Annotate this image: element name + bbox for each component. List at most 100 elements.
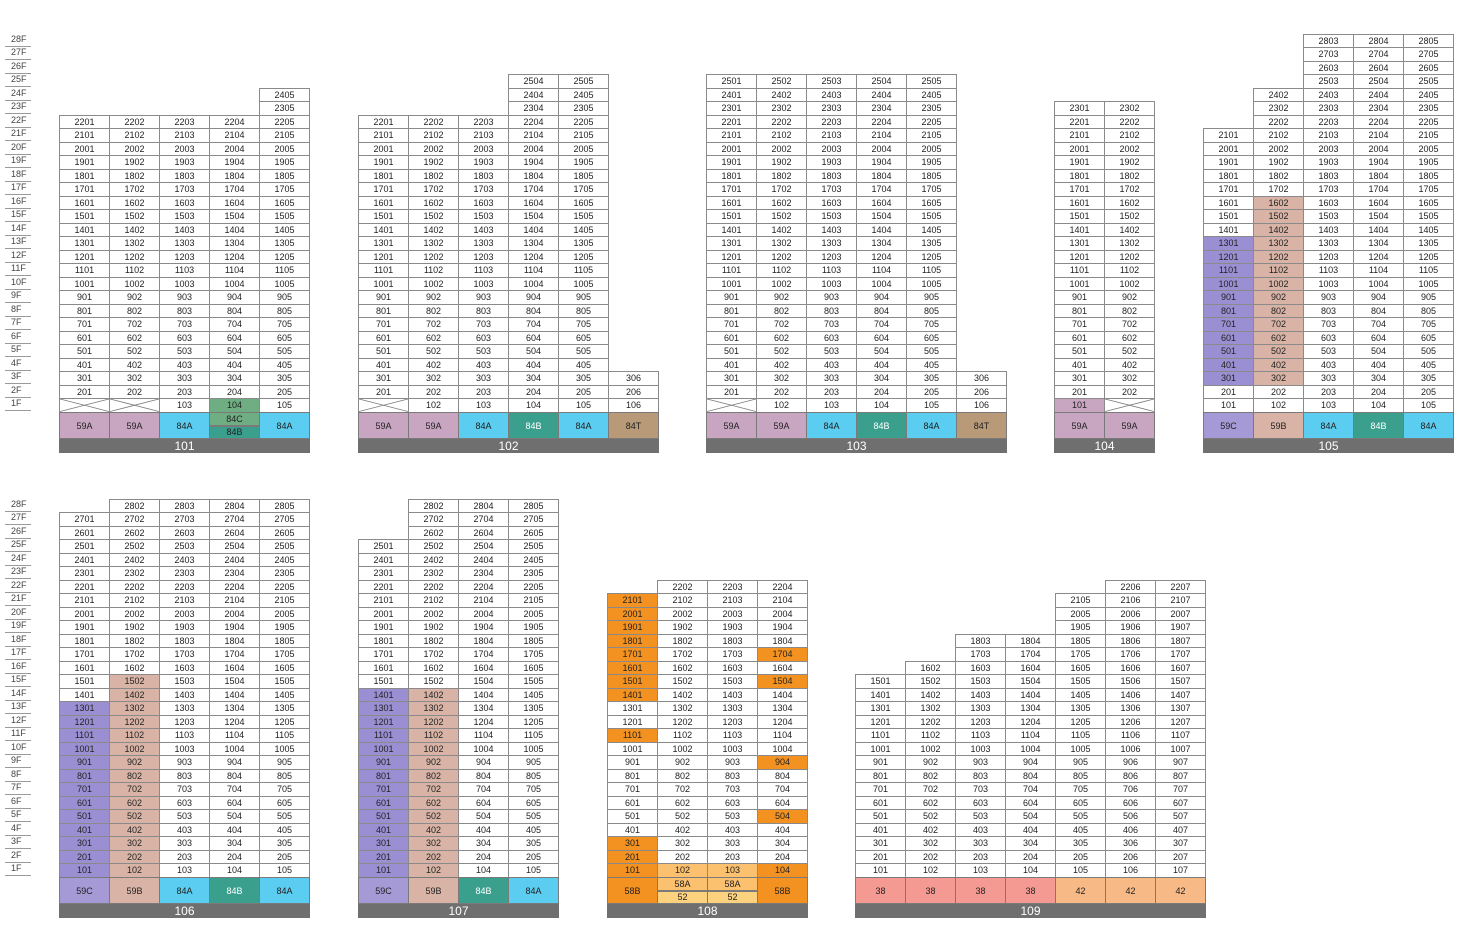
unit-cell[interactable]: 1201 [358, 714, 409, 729]
unit-cell[interactable]: 1401 [358, 222, 409, 237]
unit-cell[interactable]: 2504 [458, 539, 509, 554]
unit-cell[interactable]: 202 [657, 849, 708, 864]
unit-cell[interactable]: 905 [259, 755, 310, 770]
unit-cell[interactable]: 805 [906, 303, 957, 318]
unit-cell[interactable]: 106 [956, 398, 1007, 413]
unit-cell[interactable]: 705 [1055, 782, 1106, 797]
unit-cell[interactable]: 405 [259, 822, 310, 837]
unit-cell[interactable]: 1303 [955, 701, 1006, 716]
unit-cell[interactable]: 2405 [259, 87, 310, 102]
unit-cell[interactable]: 704 [856, 317, 907, 332]
unit-cell[interactable]: 1005 [906, 276, 957, 291]
unit-cell[interactable]: 1904 [458, 620, 509, 635]
unit-cell[interactable]: 401 [358, 822, 409, 837]
unit-cell[interactable]: 1904 [209, 155, 260, 170]
unit-cell[interactable]: 502 [905, 809, 956, 824]
unit-cell[interactable]: 1102 [1104, 263, 1155, 278]
unit-cell[interactable]: 402 [408, 357, 459, 372]
unit-cell[interactable]: 1001 [59, 741, 110, 756]
unit-cell[interactable]: 1301 [59, 236, 110, 251]
unit-cell[interactable]: 1502 [657, 674, 708, 689]
unit-cell[interactable]: 2704 [458, 512, 509, 527]
unit-cell[interactable]: 1302 [1253, 236, 1304, 251]
unit-cell[interactable]: 205 [558, 384, 609, 399]
unit-cell[interactable]: 2201 [358, 114, 409, 129]
unit-cell[interactable]: 1003 [159, 276, 210, 291]
unit-cell[interactable]: 1202 [109, 249, 160, 264]
unit-cell[interactable]: 502 [109, 809, 160, 824]
unit-cell[interactable]: 1301 [1054, 236, 1105, 251]
unit-cell[interactable]: 1204 [209, 714, 260, 729]
unit-cell[interactable]: 2203 [806, 114, 857, 129]
unit-cell[interactable]: 903 [159, 290, 210, 305]
unit-cell[interactable]: 805 [508, 768, 559, 783]
unit-cell[interactable]: 1601 [358, 195, 409, 210]
unit-cell[interactable]: 602 [109, 795, 160, 810]
unit-cell[interactable]: 1105 [508, 728, 559, 743]
unit-cell[interactable]: 902 [1104, 290, 1155, 305]
unit-cell[interactable]: 2003 [707, 606, 758, 621]
unit-cell[interactable]: 602 [109, 330, 160, 345]
unit-cell[interactable]: 802 [756, 303, 807, 318]
unit-cell[interactable]: 2004 [508, 141, 559, 156]
unit-cell[interactable]: 801 [607, 768, 658, 783]
unit-cell[interactable]: 104 [757, 863, 808, 878]
unit-cell[interactable]: 1703 [955, 647, 1006, 662]
unit-cell[interactable]: 1401 [706, 222, 757, 237]
unit-cell[interactable]: 2204 [757, 579, 808, 594]
unit-cell[interactable]: 1801 [1203, 168, 1254, 183]
unit-cell[interactable]: 1105 [906, 263, 957, 278]
unit-cell[interactable]: 1103 [1303, 263, 1354, 278]
unit-cell[interactable]: 603 [159, 795, 210, 810]
unit-cell[interactable]: 1801 [59, 168, 110, 183]
unit-cell[interactable]: 905 [1403, 290, 1454, 305]
unit-cell[interactable]: 1101 [59, 263, 110, 278]
unit-cell[interactable]: 203 [1303, 384, 1354, 399]
unit-cell[interactable]: 1701 [1054, 182, 1105, 197]
unit-cell[interactable]: 602 [905, 795, 956, 810]
unit-cell[interactable]: 1704 [209, 647, 260, 662]
unit-cell[interactable]: 1101 [706, 263, 757, 278]
unit-cell[interactable]: 2004 [757, 606, 808, 621]
unit-cell[interactable]: 1402 [1253, 222, 1304, 237]
unit-cell[interactable]: 2404 [209, 552, 260, 567]
unit-cell[interactable]: 405 [259, 357, 310, 372]
unit-cell[interactable]: 1602 [905, 660, 956, 675]
unit-cell[interactable]: 402 [109, 357, 160, 372]
unit-cell[interactable]: 1701 [706, 182, 757, 197]
unit-cell[interactable]: 705 [259, 317, 310, 332]
unit-cell[interactable]: 1502 [408, 209, 459, 224]
unit-cell[interactable]: 2005 [1403, 141, 1454, 156]
unit-cell[interactable]: 905 [558, 290, 609, 305]
unit-cell[interactable]: 1102 [756, 263, 807, 278]
unit-cell[interactable]: 1602 [1104, 195, 1155, 210]
unit-cell[interactable]: 1803 [159, 168, 210, 183]
unit-cell[interactable]: 2802 [408, 498, 459, 513]
unit-cell[interactable]: 1101 [59, 728, 110, 743]
unit-cell[interactable]: 1701 [358, 647, 409, 662]
unit-cell[interactable]: 1005 [259, 276, 310, 291]
unit-cell[interactable]: 2101 [706, 128, 757, 143]
unit-cell[interactable]: 505 [558, 344, 609, 359]
unit-cell[interactable]: 502 [408, 344, 459, 359]
unit-cell[interactable]: 1507 [1155, 674, 1206, 689]
unit-cell[interactable]: 404 [1005, 822, 1056, 837]
unit-cell[interactable]: 103 [806, 398, 857, 413]
unit-cell[interactable]: 1101 [358, 263, 409, 278]
unit-cell[interactable]: 2401 [358, 552, 409, 567]
unit-cell[interactable]: 405 [508, 822, 559, 837]
unit-cell[interactable]: 802 [1104, 303, 1155, 318]
unit-cell[interactable]: 1706 [1105, 647, 1156, 662]
unit-cell[interactable]: 504 [1005, 809, 1056, 824]
unit-cell[interactable]: 301 [855, 836, 906, 851]
unit-cell[interactable]: 305 [1055, 836, 1106, 851]
unit-cell[interactable]: 1803 [458, 168, 509, 183]
unit-cell[interactable]: 904 [209, 755, 260, 770]
unit-cell[interactable]: 401 [59, 357, 110, 372]
unit-cell[interactable]: 1405 [558, 222, 609, 237]
unit-cell[interactable]: 1303 [159, 236, 210, 251]
unit-cell[interactable]: 2603 [1303, 60, 1354, 75]
unit-cell[interactable]: 1201 [1203, 249, 1254, 264]
unit-cell[interactable]: 2402 [408, 552, 459, 567]
unit-cell[interactable]: 1404 [458, 687, 509, 702]
